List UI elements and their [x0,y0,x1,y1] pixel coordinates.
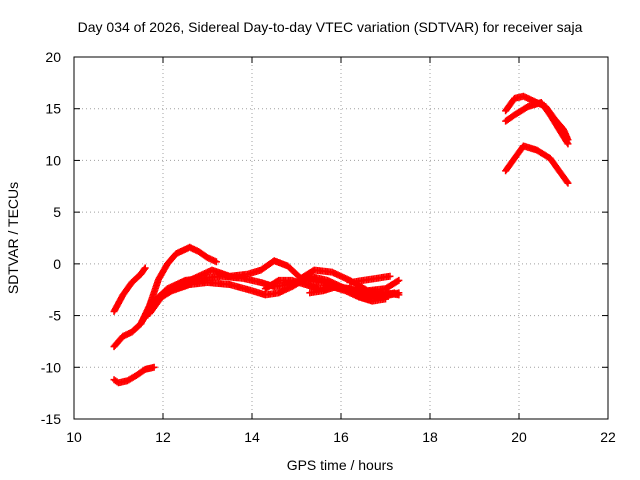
series-track-12 [502,142,572,187]
series-track-8 [306,283,398,301]
gridlines [74,57,608,419]
data-point [390,289,398,297]
data-point [382,295,389,303]
data-point [150,363,158,371]
data-point [395,276,403,284]
series-track-3 [110,363,158,387]
series-track-6 [146,257,403,318]
data-point [563,178,571,186]
x-tick-label: 20 [511,429,527,445]
data-point [141,264,149,272]
x-tick-label: 16 [333,429,349,445]
y-axis-label: SDTVAR / TECUs [5,182,21,294]
data-point [564,179,572,187]
axis-ticks: 10 12 14 16 18 20 22 -15 -10 -5 0 5 10 15 20 [41,49,616,445]
x-tick-label: 22 [600,429,616,445]
y-tick-label: 5 [53,204,61,220]
x-tick-label: 10 [66,429,82,445]
x-tick-label: 14 [244,429,260,445]
data-point [212,258,220,266]
data-point [394,277,402,285]
series-track-1 [110,264,149,315]
x-axis-label: GPS time / hours [287,457,394,473]
data-point [564,140,572,148]
y-tick-label: 10 [45,152,61,168]
chart-title: Day 034 of 2026, Sidereal Day-to-day VTE… [78,19,583,35]
y-tick-label: -15 [41,411,61,427]
x-tick-label: 18 [422,429,438,445]
x-tick-label: 12 [155,429,171,445]
series-track-9 [346,272,394,286]
y-tick-label: 20 [45,49,61,65]
y-tick-label: 0 [53,256,61,272]
data-point [386,272,394,280]
data-points [110,92,572,387]
data-point [140,265,148,273]
data-point [563,139,571,147]
y-tick-label: 15 [45,101,61,117]
series-track-11 [502,99,572,148]
y-tick-label: -10 [41,359,61,375]
y-tick-label: -5 [49,308,62,324]
